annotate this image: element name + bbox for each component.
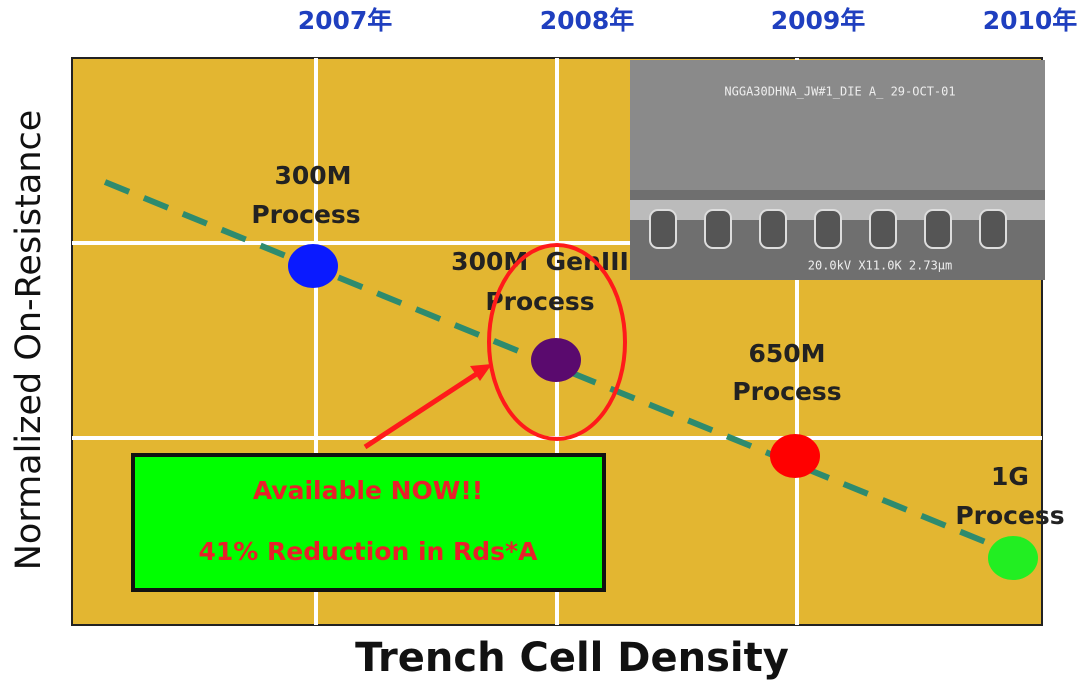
- image-text: NGGA30DHNA_JW#1_DIE A_ 29-OCT-01: [724, 85, 955, 99]
- slide: NGGA30DHNA_JW#1_DIE A_ 29-OCT-01 20.0kV …: [0, 0, 1086, 685]
- callout-text: 41% Reduction in Rds*A: [199, 537, 539, 566]
- point-label: 1G: [991, 462, 1029, 491]
- image-layer: [630, 60, 1045, 190]
- point-label: Process: [732, 377, 841, 406]
- sem-image: NGGA30DHNA_JW#1_DIE A_ 29-OCT-01 20.0kV …: [630, 60, 1045, 280]
- callout-text: Available NOW!!: [253, 476, 483, 505]
- y-axis-label: Normalized On-Resistance: [9, 110, 49, 571]
- year-label: 2007年: [298, 6, 393, 35]
- point-label: Process: [485, 287, 594, 316]
- x-axis-label: Trench Cell Density: [355, 635, 789, 681]
- years: 2007年 2008年 2009年 2010年: [298, 6, 1078, 35]
- point-label: Process: [955, 501, 1064, 530]
- point-label: Process: [251, 200, 360, 229]
- point-label: 300M: [274, 161, 351, 190]
- point-label: 650M: [748, 339, 825, 368]
- point: [531, 338, 581, 382]
- year-label: 2009年: [771, 6, 866, 35]
- year-label: 2010年: [983, 6, 1078, 35]
- image-text: 20.0kV X11.0K 2.73µm: [808, 259, 953, 273]
- point: [770, 434, 820, 478]
- point: [988, 536, 1038, 580]
- year-label: 2008年: [540, 6, 635, 35]
- point: [288, 244, 338, 288]
